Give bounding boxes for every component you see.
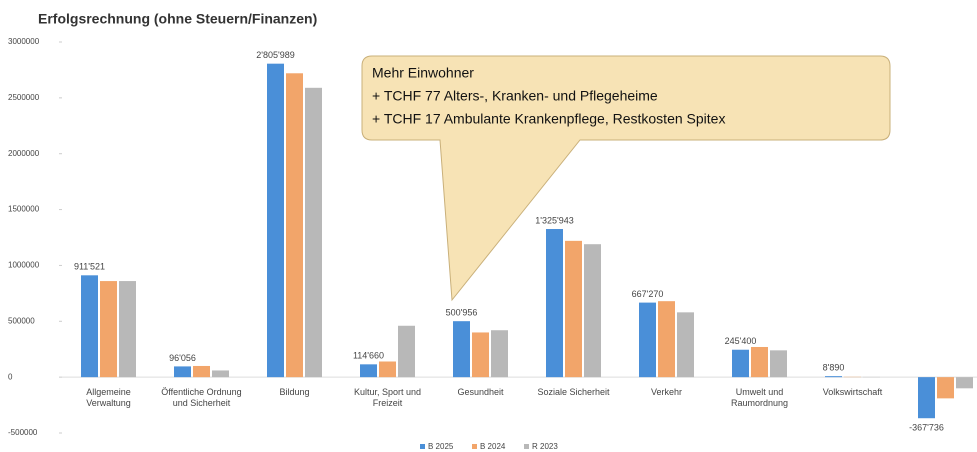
legend-label: R 2023	[532, 442, 558, 451]
y-tick-label: 2500000	[8, 93, 40, 102]
data-label: 911'521	[74, 262, 105, 272]
bar	[491, 330, 508, 378]
legend-swatch	[420, 444, 425, 449]
bar	[825, 376, 842, 378]
data-label: 2'805'989	[256, 50, 294, 60]
callout	[361, 55, 891, 302]
chart-title: Erfolgsrechnung (ohne Steuern/Finanzen)	[38, 11, 317, 27]
x-tick-label: Öffentliche Ordnung und Sicherheit	[161, 387, 242, 409]
y-tick-label: 0	[8, 372, 13, 381]
bar	[305, 87, 322, 378]
bar	[174, 366, 191, 378]
bar	[546, 229, 563, 378]
bar	[584, 244, 601, 378]
data-label: 245'400	[725, 336, 757, 346]
bar	[751, 346, 768, 378]
data-label: 1'325'943	[535, 215, 573, 225]
bar	[267, 63, 284, 378]
bar	[398, 325, 415, 378]
y-tick-label: -500000	[8, 428, 38, 437]
data-label: 667'270	[632, 289, 664, 299]
x-tick-label: Volkswirtschaft	[822, 387, 883, 398]
bar	[472, 332, 489, 378]
x-tick-label: Allgemeine Verwaltung	[86, 387, 131, 409]
x-tick-label: Kultur, Sport und Freizeit	[353, 387, 422, 409]
annotation: + TCHF 77 Alters-, Kranken- und Pflegehe…	[372, 88, 658, 104]
annotation: Mehr Einwohner	[372, 65, 474, 81]
y-tick-label: 2000000	[8, 149, 40, 158]
x-tick-label: Gesundheit	[457, 387, 504, 398]
annotation: + TCHF 17 Ambulante Krankenpflege, Restk…	[372, 111, 725, 127]
data-label: -367'736	[909, 423, 944, 433]
data-label: 114'660	[353, 351, 384, 361]
y-tick-label: 1000000	[8, 261, 40, 270]
y-tick-label: 500000	[8, 316, 35, 325]
bar	[379, 361, 396, 378]
bar	[81, 275, 98, 378]
data-label: 8'890	[823, 363, 845, 373]
y-tick-label: 3000000	[8, 37, 40, 46]
bar	[193, 365, 210, 378]
y-tick-label: 1500000	[8, 205, 40, 214]
bar	[956, 377, 973, 389]
bar	[286, 73, 303, 378]
legend-label: B 2024	[480, 442, 506, 451]
bar	[453, 321, 470, 378]
bar	[119, 281, 136, 378]
bar	[937, 377, 954, 399]
bar	[639, 302, 656, 378]
bar	[212, 370, 229, 378]
legend-swatch	[472, 444, 477, 449]
legend-label: B 2025	[428, 442, 454, 451]
x-tick-label: Bildung	[279, 387, 310, 398]
bar	[658, 301, 675, 378]
legend-swatch	[524, 444, 529, 449]
x-tick-label: Umwelt und Raumordnung	[730, 387, 789, 409]
bar	[360, 364, 377, 378]
x-tick-label: Verkehr	[650, 387, 683, 398]
bar	[677, 312, 694, 378]
bar	[918, 377, 935, 419]
bar	[732, 349, 749, 378]
bar	[100, 281, 117, 378]
data-label: 96'056	[169, 353, 196, 363]
bar	[565, 240, 582, 378]
data-label: 500'956	[446, 308, 478, 318]
x-tick-label: Soziale Sicherheit	[537, 387, 610, 398]
bar	[770, 350, 787, 378]
